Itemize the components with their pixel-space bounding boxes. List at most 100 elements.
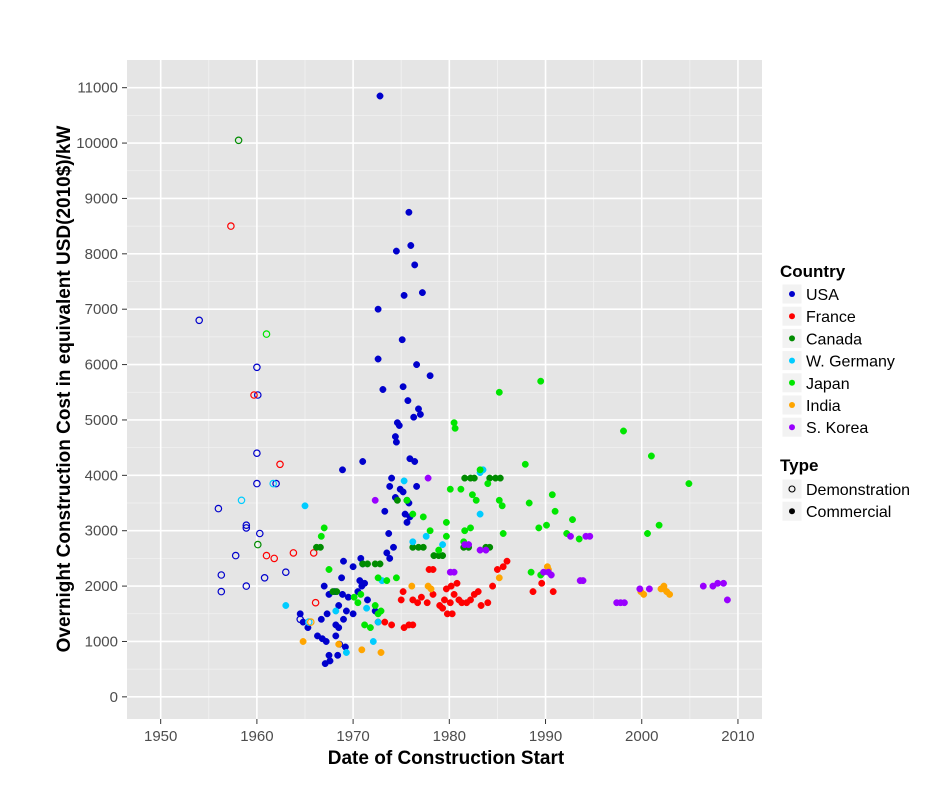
data-point-usa-commercial [405,208,413,216]
data-point-w-germany-commercial [476,510,484,518]
data-point-s-korea-commercial [620,599,628,607]
data-point-usa-commercial [339,590,346,598]
data-point-usa-commercial [413,482,421,490]
data-point-usa-commercial [398,336,406,344]
data-point-usa-demonstration [195,316,204,325]
data-point-france-commercial [439,604,447,612]
data-point-w-germany-commercial [374,618,382,626]
data-point-usa-demonstration [214,504,223,513]
data-point-japan-commercial [495,388,503,396]
data-point-s-korea-commercial [714,579,722,587]
data-point-japan-commercial [543,521,550,529]
data-point-india-commercial [377,649,385,656]
data-point-japan-commercial [575,535,583,543]
data-point-usa-commercial [407,242,415,249]
data-point-japan-commercial [548,491,556,499]
data-point-usa-commercial [392,247,400,255]
data-point-s-korea-commercial [645,585,653,593]
data-point-w-germany-commercial [342,649,350,656]
data-point-japan-commercial [457,485,465,493]
data-point-usa-demonstration [253,391,262,399]
legend-type-title: Type [780,456,818,475]
data-point-usa-commercial [404,397,412,405]
data-point-japan-commercial [350,593,358,601]
data-point-s-korea-commercial [424,474,432,482]
data-point-france-commercial [474,588,482,596]
data-point-usa-commercial [386,554,394,562]
data-point-france-commercial [477,602,485,609]
legend-swatch-commercial [789,508,795,515]
legend-swatch-canada [789,335,795,342]
data-points [195,92,731,668]
data-point-japan-commercial [419,513,427,521]
data-point-japan-commercial [426,527,434,535]
data-point-france-demonstration [250,391,258,399]
data-point-india-commercial [358,646,366,654]
data-point-japan-commercial [535,524,543,532]
y-tick-label: 8000 [85,246,118,263]
x-tick-label: 1960 [240,728,273,745]
y-tick-label: 0 [110,689,118,706]
data-point-japan-commercial [377,607,385,615]
data-point-usa-commercial [323,610,331,618]
data-point-japan-commercial [392,574,400,582]
legend-label: Demonstration [806,482,910,499]
data-point-japan-commercial [476,466,484,474]
data-point-france-commercial [388,621,396,629]
data-point-japan-commercial [361,621,369,629]
data-point-usa-demonstration [260,573,269,582]
data-point-japan-commercial [537,377,545,385]
data-point-s-korea-commercial [720,579,727,587]
data-point-usa-commercial [335,602,343,609]
x-tick-label: 1970 [336,728,369,745]
data-point-france-demonstration [309,549,318,557]
data-point-japan-commercial [446,485,454,493]
data-point-japan-commercial [374,574,382,582]
data-point-usa-commercial [326,657,334,665]
y-tick-label: 3000 [85,523,118,540]
data-point-usa-demonstration [253,363,261,372]
legend-country-title: Country [780,262,846,281]
legend-label: Japan [806,376,850,393]
data-point-usa-commercial [376,92,384,100]
data-point-w-germany-commercial [422,532,430,540]
legend-types: Demonstration Commercial [781,478,910,522]
data-point-w-germany-commercial [301,502,309,510]
y-tick-label: 9000 [85,190,118,207]
y-tick-label: 10000 [76,135,118,152]
data-point-usa-commercial [379,386,387,393]
data-point-japan-commercial [366,624,374,632]
data-point-france-commercial [453,579,461,587]
data-point-canada-commercial [461,474,469,482]
data-point-canada-commercial [376,560,384,568]
data-point-japan-commercial [383,577,391,585]
data-point-japan-commercial [499,530,507,537]
data-point-w-germany-commercial [400,477,408,485]
data-point-usa-commercial [340,557,347,565]
data-point-usa-commercial [322,638,330,645]
data-point-japan-commercial [317,532,325,540]
data-point-usa-commercial [349,563,357,571]
data-point-usa-demonstration [217,587,226,596]
data-point-usa-commercial [411,458,419,465]
y-tick-label: 6000 [85,357,118,374]
data-point-usa-commercial [388,474,396,482]
data-point-canada-commercial [333,588,341,596]
data-point-s-korea-commercial [465,541,473,549]
data-point-india-commercial [299,638,307,645]
data-point-japan-commercial [527,568,535,576]
data-point-india-commercial [666,590,674,598]
data-point-france-commercial [417,593,425,601]
data-point-usa-commercial [361,579,369,587]
legend-swatch-france [789,313,795,320]
data-point-usa-commercial [416,410,424,418]
data-point-japan-commercial [409,510,417,518]
data-point-usa-commercial [426,372,434,380]
legend-label: India [806,398,841,415]
data-point-canada-commercial [439,552,447,560]
data-point-india-commercial [495,574,503,582]
data-point-japan-demonstration [262,330,271,338]
y-tick-label: 5000 [85,412,118,429]
data-point-france-demonstration [276,460,284,469]
